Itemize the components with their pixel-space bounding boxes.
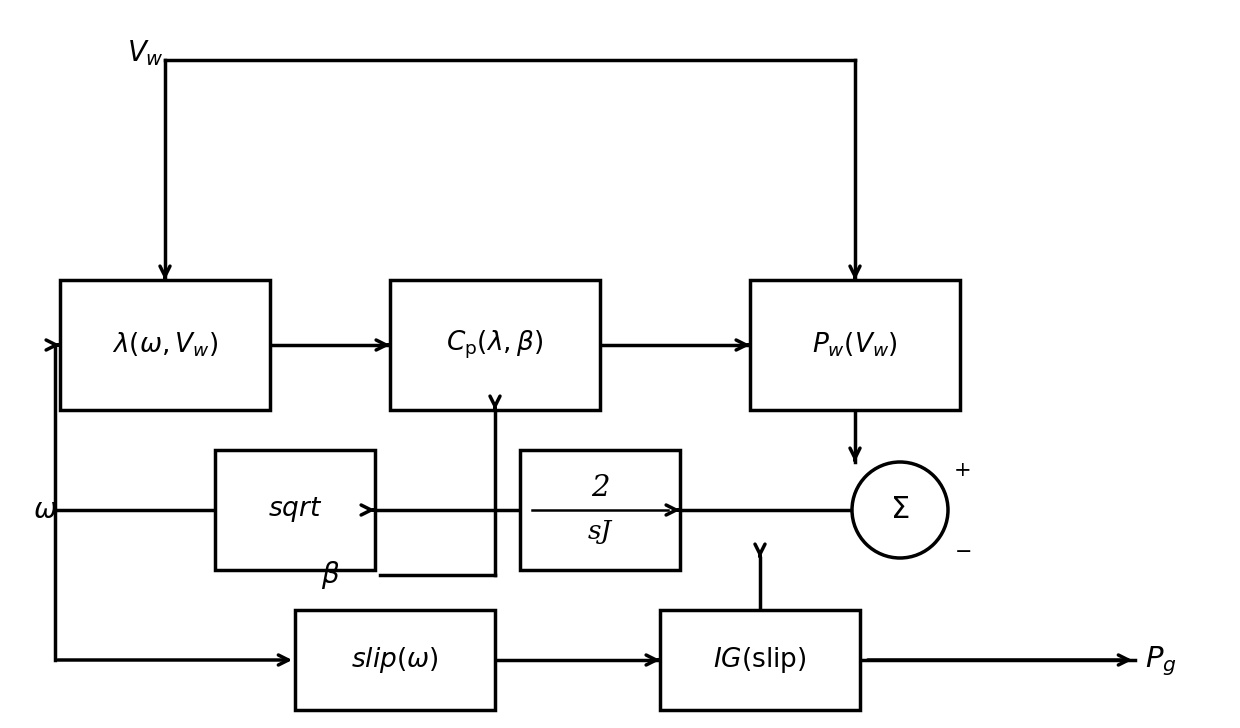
Text: $\mathit{slip}(\omega)$: $\mathit{slip}(\omega)$	[351, 645, 439, 675]
Bar	[295, 610, 495, 710]
Text: $\beta$: $\beta$	[321, 559, 340, 591]
Text: +: +	[954, 461, 972, 480]
Bar	[215, 450, 374, 570]
Text: $\mathit{sqrt}$: $\mathit{sqrt}$	[268, 496, 322, 524]
Text: $\lambda(\omega, \mathit{V}_w)$: $\lambda(\omega, \mathit{V}_w)$	[112, 331, 218, 359]
Text: $\Sigma$: $\Sigma$	[890, 494, 910, 526]
Text: $-$: $-$	[954, 540, 971, 560]
Text: sJ: sJ	[588, 520, 613, 545]
Circle shape	[852, 462, 949, 558]
Bar	[391, 280, 600, 410]
Text: $\omega$: $\omega$	[33, 497, 57, 524]
Bar	[520, 450, 680, 570]
Text: $\mathit{C}_{\mathrm{p}}(\lambda, \beta)$: $\mathit{C}_{\mathrm{p}}(\lambda, \beta)…	[446, 329, 543, 361]
Bar	[60, 280, 270, 410]
Text: $\mathit{IG}(\mathrm{slip})$: $\mathit{IG}(\mathrm{slip})$	[713, 645, 807, 675]
Text: $\mathit{V}_w$: $\mathit{V}_w$	[126, 38, 164, 68]
Bar	[660, 610, 861, 710]
Text: $\mathit{P}_w(\mathit{V}_w)$: $\mathit{P}_w(\mathit{V}_w)$	[812, 331, 898, 359]
Text: 2: 2	[590, 474, 609, 502]
Bar	[750, 280, 960, 410]
Text: $\mathit{P}_g$: $\mathit{P}_g$	[1145, 644, 1177, 678]
